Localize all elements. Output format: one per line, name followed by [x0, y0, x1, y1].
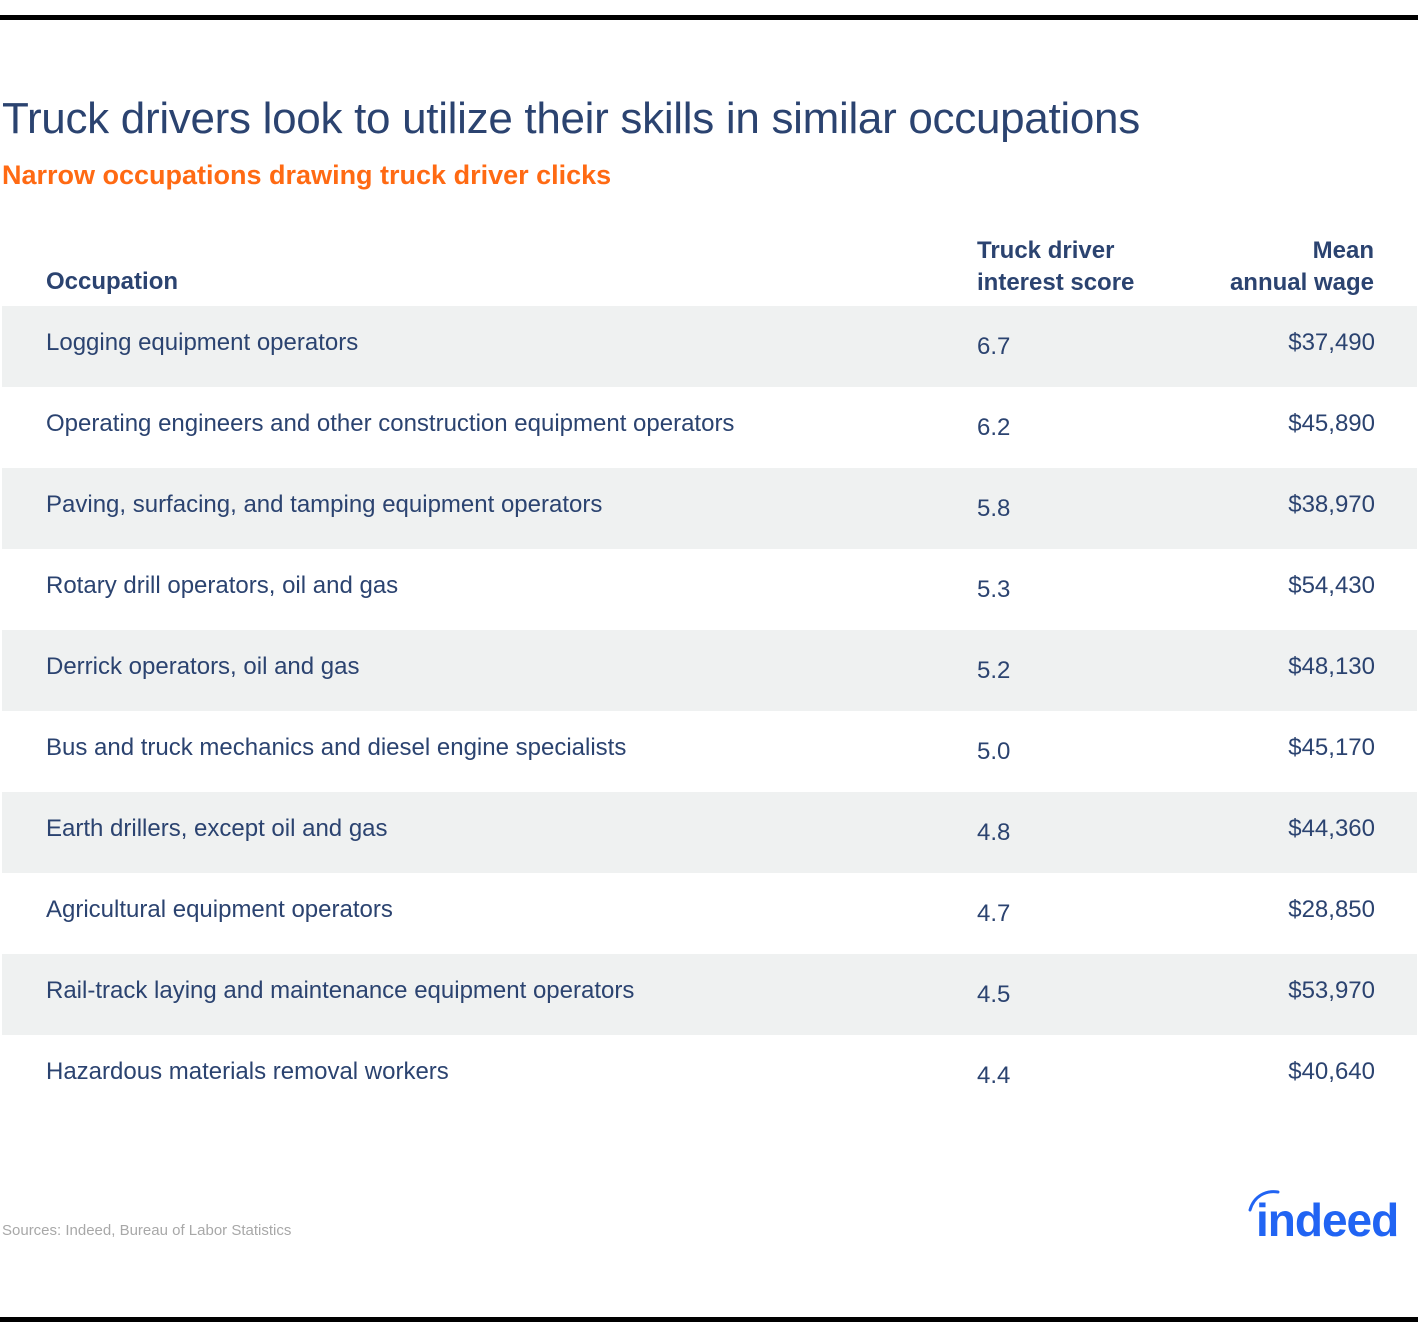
- wage-cell: $38,970: [1288, 491, 1375, 518]
- wage-cell: $28,850: [1288, 896, 1375, 923]
- table-row: Rail-track laying and maintenance equipm…: [2, 954, 1417, 1035]
- table-row: Operating engineers and other constructi…: [2, 387, 1417, 468]
- wage-cell: $48,130: [1288, 653, 1375, 680]
- wage-cell: $53,970: [1288, 977, 1375, 1004]
- occupation-cell: Bus and truck mechanics and diesel engin…: [46, 734, 627, 761]
- table-row: Rotary drill operators, oil and gas 5.3 …: [2, 549, 1417, 630]
- column-header-line: annual wage: [1229, 269, 1374, 296]
- indeed-logo-icon: indeed: [1248, 1190, 1399, 1246]
- occupation-cell: Operating engineers and other constructi…: [46, 410, 735, 437]
- column-header-occupation: Occupation: [46, 268, 179, 295]
- chart-title: Truck drivers look to utilize their skil…: [2, 94, 1140, 143]
- score-cell: 4.8: [977, 819, 1011, 846]
- column-header-mean-wage: Mean annual wage: [1230, 235, 1374, 299]
- occupation-cell: Derrick operators, oil and gas: [46, 653, 360, 680]
- occupation-cell: Paving, surfacing, and tamping equipment…: [46, 491, 603, 518]
- table-row: Logging equipment operators 6.7 $37,490: [2, 306, 1417, 387]
- wage-cell: $54,430: [1288, 572, 1375, 599]
- occupation-cell: Hazardous materials removal workers: [46, 1058, 449, 1085]
- score-cell: 4.5: [977, 981, 1011, 1008]
- score-cell: 6.7: [977, 333, 1011, 360]
- table-row: Paving, surfacing, and tamping equipment…: [2, 468, 1417, 549]
- occupation-cell: Logging equipment operators: [46, 329, 359, 356]
- score-cell: 6.2: [977, 414, 1011, 441]
- indeed-logo: indeed: [1248, 1186, 1418, 1246]
- occupation-cell: Rail-track laying and maintenance equipm…: [46, 977, 635, 1004]
- occupation-cell: Agricultural equipment operators: [46, 896, 393, 923]
- score-cell: 4.4: [977, 1062, 1011, 1089]
- table-row: Derrick operators, oil and gas 5.2 $48,1…: [2, 630, 1417, 711]
- wage-cell: $45,890: [1288, 410, 1375, 437]
- score-cell: 5.2: [977, 657, 1011, 684]
- bottom-rule: [0, 1317, 1418, 1322]
- table-row: Earth drillers, except oil and gas 4.8 $…: [2, 792, 1417, 873]
- wage-cell: $40,640: [1288, 1058, 1375, 1085]
- score-cell: 5.8: [977, 495, 1011, 522]
- table-row: Agricultural equipment operators 4.7 $28…: [2, 873, 1417, 954]
- indeed-logo-text: indeed: [1256, 1194, 1398, 1246]
- occupation-cell: Earth drillers, except oil and gas: [46, 815, 388, 842]
- occupation-cell: Rotary drill operators, oil and gas: [46, 572, 399, 599]
- table-row: Hazardous materials removal workers 4.4 …: [2, 1035, 1417, 1116]
- column-header-interest-score: Truck driver interest score: [977, 235, 1134, 299]
- wage-cell: $45,170: [1288, 734, 1375, 761]
- score-cell: 5.0: [977, 738, 1011, 765]
- table-row: Bus and truck mechanics and diesel engin…: [2, 711, 1417, 792]
- wage-cell: $37,490: [1288, 329, 1375, 356]
- column-header-line: Mean: [1312, 237, 1374, 264]
- source-note: Sources: Indeed, Bureau of Labor Statist…: [2, 1222, 292, 1239]
- wage-cell: $44,360: [1288, 815, 1375, 842]
- score-cell: 4.7: [977, 900, 1011, 927]
- score-cell: 5.3: [977, 576, 1011, 603]
- occupation-table: Logging equipment operators 6.7 $37,490 …: [2, 306, 1417, 1116]
- column-header-line: Truck driver: [977, 237, 1115, 264]
- chart-subtitle: Narrow occupations drawing truck driver …: [2, 160, 612, 190]
- top-rule: [0, 15, 1418, 20]
- column-header-line: interest score: [977, 269, 1135, 296]
